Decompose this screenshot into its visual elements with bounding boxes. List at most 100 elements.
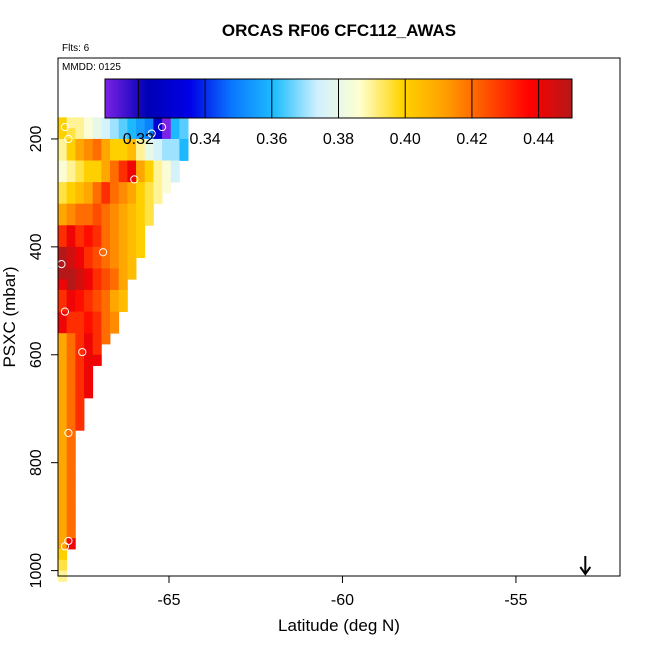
heatmap-cell [144, 138, 154, 151]
heatmap-cell [66, 397, 76, 410]
heatmap-cell [118, 160, 128, 172]
heatmap-cell [84, 214, 94, 226]
heatmap-cell [58, 160, 68, 172]
x-tick-label: -65 [157, 592, 180, 609]
heatmap-cell [92, 333, 102, 345]
heatmap-cell [58, 495, 68, 507]
heatmap-cell [75, 354, 85, 366]
heatmap-cell [66, 419, 76, 431]
heatmap-cell [136, 160, 146, 172]
heatmap-cell [118, 117, 128, 129]
heatmap-cell [136, 149, 146, 161]
heatmap-cell [75, 138, 85, 151]
flights-note: Flts: 6 [62, 43, 90, 54]
heatmap-cell [110, 160, 120, 172]
heatmap-cell [144, 128, 154, 140]
heatmap-cell [92, 236, 102, 248]
heatmap-cell [110, 192, 120, 205]
heatmap-cell [58, 408, 68, 420]
heatmap-cell [75, 376, 85, 388]
heatmap-cell [118, 138, 128, 151]
heatmap-cell [110, 290, 120, 302]
heatmap-cell [75, 300, 85, 312]
heatmap-cell [127, 149, 137, 161]
heatmap-cell [58, 290, 68, 302]
x-axis-label: Latitude (deg N) [278, 616, 400, 635]
sample-point [147, 129, 156, 138]
heatmap-cell [92, 290, 102, 302]
heatmap-cell [127, 203, 137, 215]
heatmap-cell [127, 246, 137, 259]
heatmap-cell [84, 203, 94, 215]
heatmap-cell [92, 117, 102, 129]
heatmap-cell [66, 279, 76, 291]
heatmap-cell [84, 322, 94, 334]
colorbar-tick-label: 0.40 [390, 131, 421, 148]
heatmap-cell [101, 192, 111, 205]
heatmap-cell [66, 268, 76, 280]
heatmap-cell [66, 246, 76, 259]
heatmap-cell [66, 376, 76, 388]
heatmap-cell [84, 300, 94, 312]
heatmap-cell [153, 171, 163, 183]
heatmap-cell [127, 257, 137, 269]
x-axis: -65 -60 -55 [157, 576, 528, 609]
heatmap-cell [75, 236, 85, 248]
sample-point [199, 122, 208, 132]
heatmap-cell [127, 214, 137, 226]
heatmap-cell [92, 203, 102, 215]
heatmap-cell [162, 128, 172, 140]
heatmap-cell [101, 311, 111, 323]
heatmap-cell [84, 225, 94, 237]
heatmap-cell [84, 387, 94, 399]
heatmap-cells [58, 117, 189, 582]
heatmap-cell [153, 182, 163, 194]
heatmap-cell [58, 322, 68, 334]
sample-point [60, 542, 70, 551]
heatmap-cell [66, 171, 76, 183]
heatmap-cell [75, 246, 85, 259]
heatmap-cell [179, 128, 189, 140]
heatmap-cell [136, 236, 146, 248]
heatmap-cell [127, 236, 137, 248]
x-tick-label: -60 [331, 592, 354, 609]
heatmap-cell [127, 182, 137, 194]
heatmap-cell [66, 516, 76, 528]
heatmap-cell [118, 203, 128, 215]
heatmap-cell [58, 246, 68, 259]
heatmap-cell [101, 160, 111, 172]
heatmap-cell [144, 182, 154, 194]
heatmap-cell [170, 138, 180, 151]
heatmap-cell [66, 322, 76, 334]
heatmap-cell [75, 149, 85, 161]
heatmap-cell [101, 236, 111, 248]
heatmap-cell [58, 138, 68, 151]
heatmap-cell [84, 182, 94, 194]
heatmap-cell [101, 171, 111, 183]
heatmap-cell [144, 214, 154, 226]
heatmap-cell [66, 354, 76, 366]
heatmap-cell [66, 257, 76, 269]
heatmap-cell [136, 128, 146, 140]
heatmap-cell [110, 225, 120, 237]
heatmap-cell [136, 203, 146, 215]
heatmap-cell [84, 279, 94, 291]
heatmap-cell [58, 505, 68, 518]
heatmap-cell [179, 149, 189, 161]
heatmap-cell [58, 430, 68, 442]
heatmap-cell [110, 236, 120, 248]
heatmap-cell [58, 128, 68, 140]
heatmap-cell [58, 451, 68, 464]
heatmap-cell [75, 311, 85, 323]
sample-point [64, 134, 73, 144]
heatmap-cell [66, 484, 76, 496]
x-tick-label: -55 [504, 592, 527, 609]
heatmap-cell [66, 160, 76, 172]
heatmap-cell [170, 128, 180, 140]
heatmap-cell [66, 117, 76, 129]
heatmap-cell [92, 257, 102, 269]
heatmap-cell [136, 246, 146, 259]
heatmap-cell [110, 138, 120, 151]
colorbar-tick-label: 0.32 [123, 131, 154, 148]
heatmap-cell [58, 257, 68, 269]
